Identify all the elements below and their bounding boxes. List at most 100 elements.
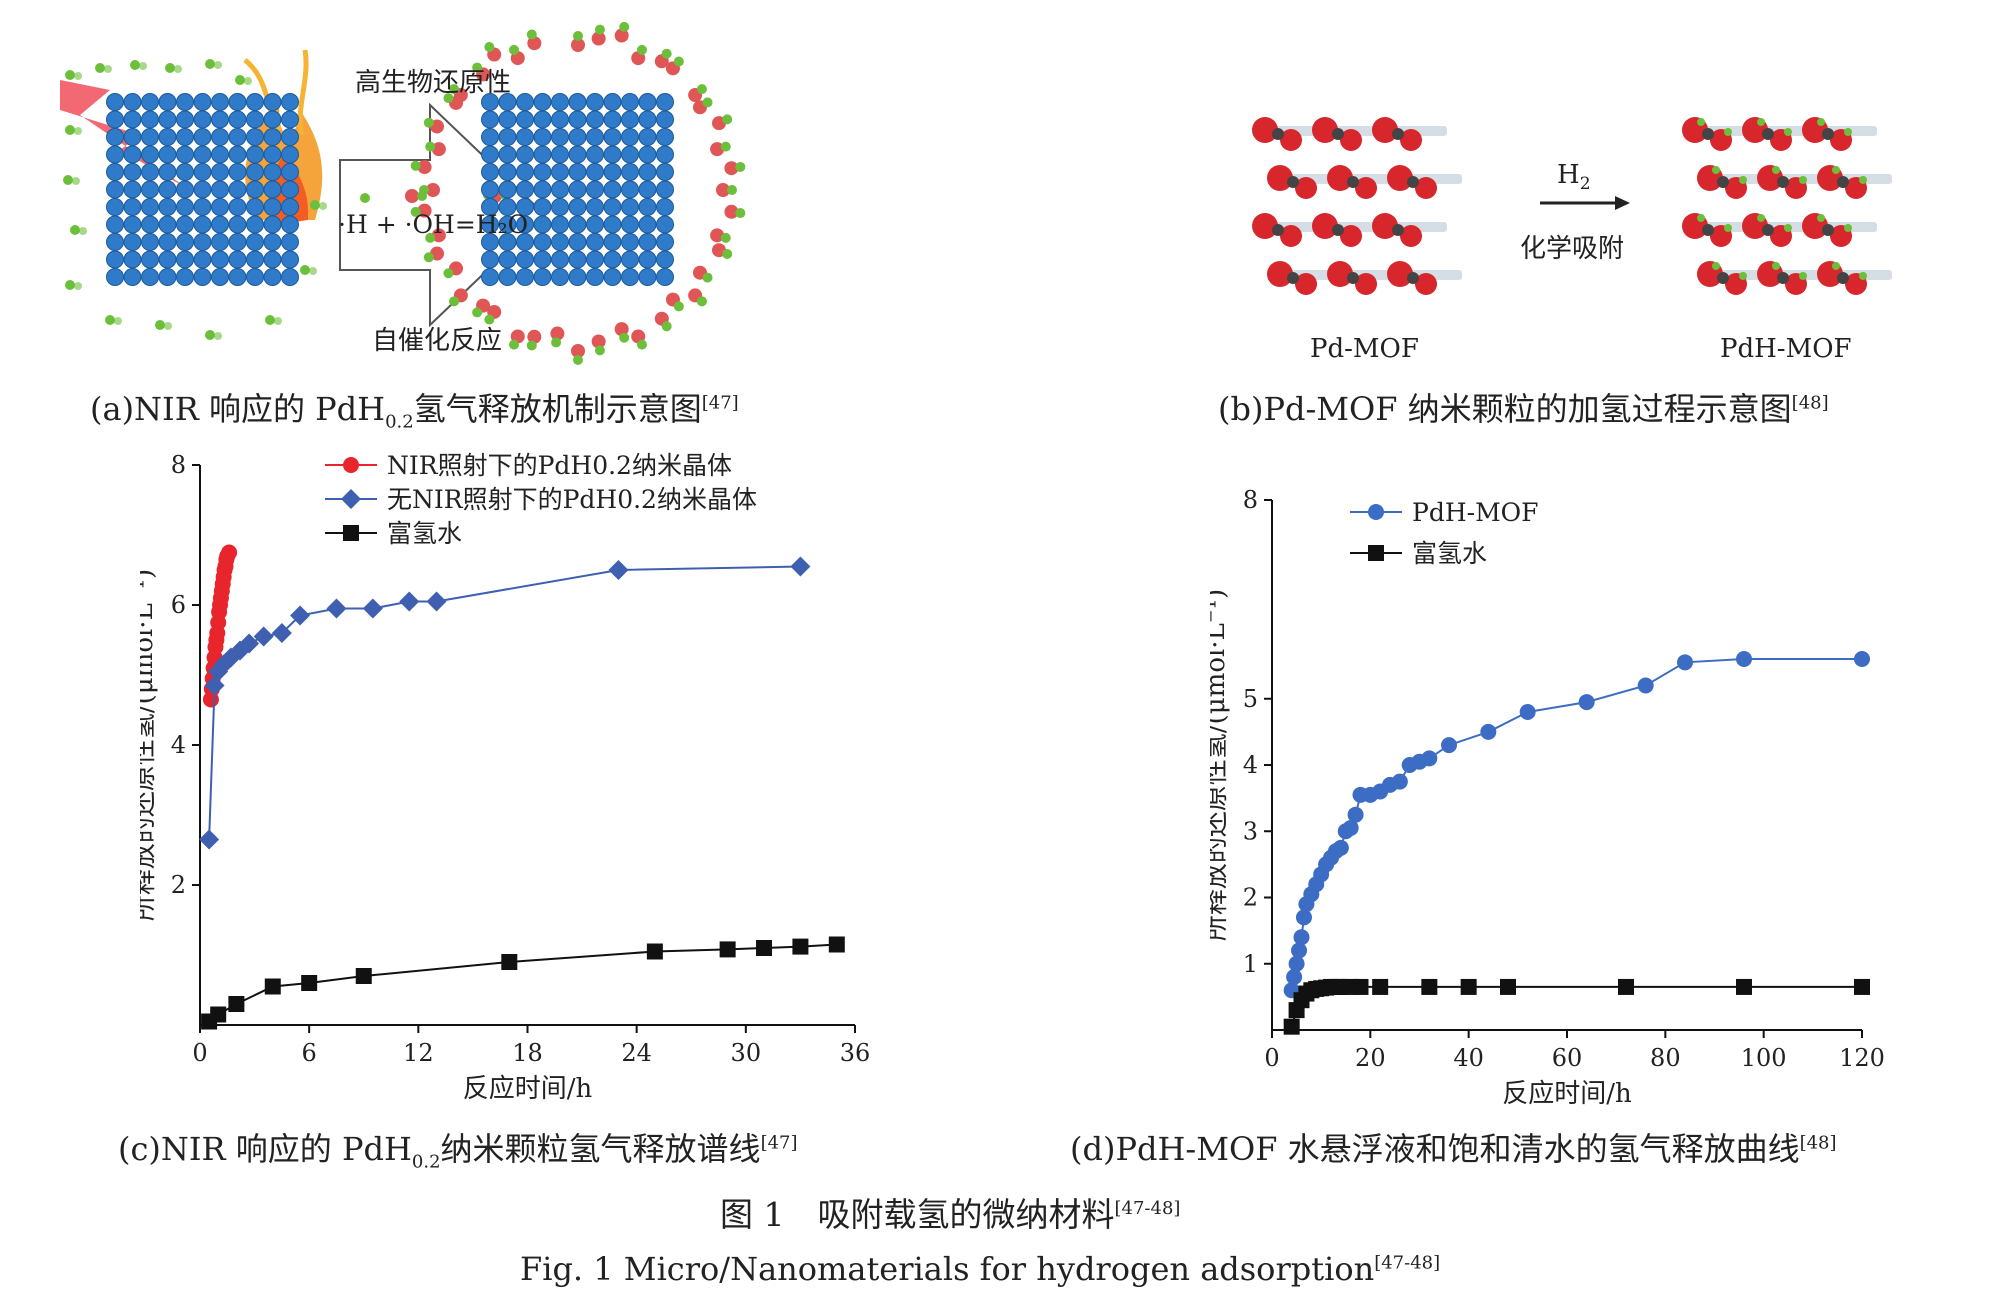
pd-atom <box>586 198 604 216</box>
pd-atom <box>211 268 229 286</box>
pd-atom <box>281 128 299 146</box>
data-point <box>828 936 845 953</box>
pd-atom <box>176 250 194 269</box>
pd-atom <box>656 180 674 199</box>
data-point <box>341 489 361 509</box>
hydrogen-atom <box>527 36 542 51</box>
hydrogen-atom <box>155 320 165 330</box>
pd-atom <box>176 145 194 164</box>
data-point <box>756 940 773 956</box>
hydrogen-atom <box>571 38 585 52</box>
hydrogen-atom <box>431 142 446 157</box>
panel-b-caption: (b)Pd-MOF 纳米颗粒的加氢过程示意图[48] <box>1218 390 1829 428</box>
y-tick-label: 8 <box>1243 486 1258 514</box>
pd-atom <box>141 128 159 146</box>
pd-atom <box>481 110 499 129</box>
pd-atom <box>603 93 622 111</box>
pd-atom <box>551 215 569 234</box>
x-tick-label: 0 <box>1264 1044 1279 1072</box>
pd-atom <box>638 128 657 146</box>
pd-atom <box>638 180 657 199</box>
pd-atom <box>638 215 657 234</box>
pd-atom <box>656 93 674 111</box>
data-point <box>343 525 359 541</box>
pd-atom <box>211 198 229 216</box>
data-point <box>1293 929 1310 946</box>
pd-atom <box>281 180 299 199</box>
pd-atom <box>193 250 212 269</box>
data-point <box>1460 978 1477 995</box>
hydrogen-atom <box>614 28 629 43</box>
pd-atom <box>123 233 142 251</box>
data-point <box>199 829 220 850</box>
pd-atom <box>603 268 622 286</box>
pd-atom <box>568 268 587 286</box>
mof-node <box>1267 165 1293 191</box>
pd-atom <box>568 180 587 199</box>
pd-atom <box>568 145 587 164</box>
series-line <box>1290 658 1862 991</box>
pd-mof-structure <box>1252 117 1462 295</box>
pd-atom <box>211 93 229 111</box>
data-point <box>1637 677 1654 694</box>
pd-atom <box>498 250 517 269</box>
data-point <box>792 938 809 955</box>
pd-atom <box>551 250 569 269</box>
hydrogen-atom <box>235 75 245 85</box>
figure-caption-en: Fig. 1 Micro/Nanomaterials for hydrogen … <box>520 1250 1441 1288</box>
pd-atom <box>228 215 247 234</box>
legend-entry: 富氢水 <box>1412 539 1487 568</box>
x-tick-label: 18 <box>512 1039 543 1067</box>
pd-atom <box>141 250 159 269</box>
pd-atom <box>158 163 177 181</box>
pd-atom <box>603 180 622 199</box>
data-point <box>646 943 663 960</box>
data-point <box>1500 978 1516 995</box>
pd-atom <box>586 145 604 164</box>
hydrogen-atom <box>431 228 446 243</box>
pd-atom <box>106 233 124 251</box>
y-axis-title: 所释放的还原性氢/(μmol·L⁻¹) <box>1210 589 1231 941</box>
data-point <box>239 633 260 654</box>
pd-atom <box>281 268 299 286</box>
x-tick-label: 12 <box>403 1039 434 1067</box>
pd-atom <box>603 145 622 164</box>
pd-atom <box>621 145 639 164</box>
mof-node <box>1372 117 1398 143</box>
x-tick-label: 30 <box>731 1039 762 1067</box>
pd-atom <box>621 163 639 181</box>
pd-atom <box>656 268 674 286</box>
data-point <box>343 457 359 473</box>
hydrogen-atom <box>591 31 606 46</box>
pd-atom <box>246 93 264 111</box>
pd-atom <box>481 250 499 269</box>
data-point <box>790 556 811 577</box>
panel-a-illustration <box>40 20 860 380</box>
hydrogen-atom <box>63 175 73 185</box>
pd-atom <box>603 128 622 146</box>
pd-atom <box>246 128 264 146</box>
pd-atom <box>263 198 282 216</box>
pd-atom <box>586 128 604 146</box>
y-tick-label: 2 <box>1243 884 1258 912</box>
pd-atom <box>106 215 124 234</box>
pd-atom <box>621 250 639 269</box>
pd-atom <box>176 110 194 129</box>
data-point <box>1578 694 1595 711</box>
pd-atom <box>621 93 639 111</box>
pd-atom <box>158 198 177 216</box>
pd-atom <box>158 233 177 251</box>
hydrogen-atom <box>65 70 75 80</box>
data-point <box>1288 955 1305 972</box>
pd-atom <box>106 163 124 181</box>
pd-atom <box>176 163 194 181</box>
mof-node <box>1252 213 1278 239</box>
pd-atom <box>193 268 212 286</box>
pd-atom <box>586 233 604 251</box>
pd-atom <box>516 145 534 164</box>
panel-b-arrow-top: H2 <box>1557 160 1591 195</box>
pd-atom <box>498 180 517 199</box>
chart-c: 0 6 12 18 24 30 36 2 4 6 8 反应时间/h 所释放的还原性氢/(μmol·L⁻¹… <box>129 440 900 1120</box>
pd-atom <box>533 128 552 146</box>
pd-atom <box>568 163 587 181</box>
